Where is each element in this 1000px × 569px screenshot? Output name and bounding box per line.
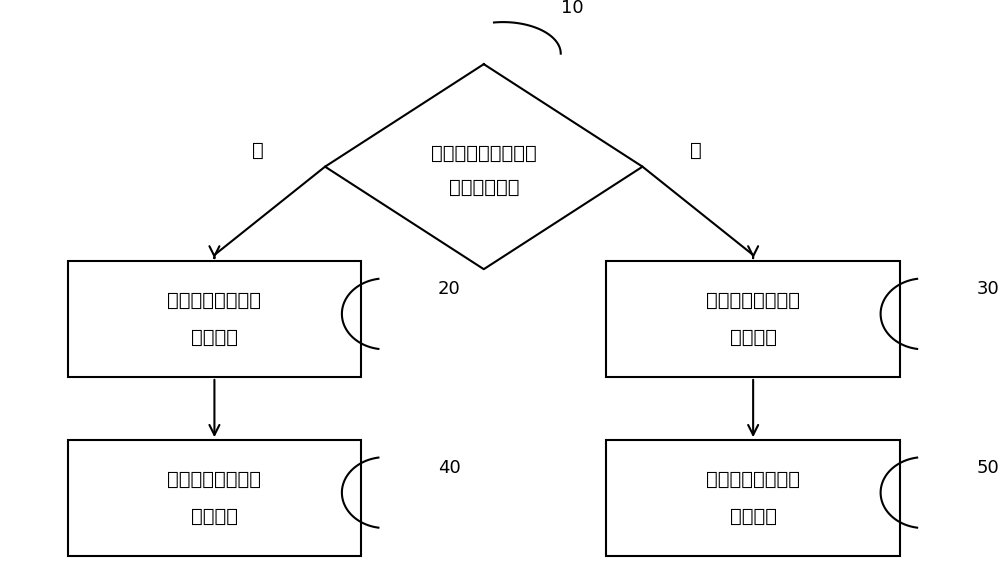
Text: 40: 40 — [438, 459, 461, 477]
Text: 否: 否 — [690, 142, 701, 160]
Text: 是否有一块电池组处: 是否有一块电池组处 — [431, 144, 537, 163]
Text: 于充电状态？: 于充电状态？ — [449, 178, 519, 197]
Text: 对电池组进行自动: 对电池组进行自动 — [167, 470, 261, 489]
Text: 充电状态: 充电状态 — [191, 328, 238, 347]
Text: 多块电池组均处于: 多块电池组均处于 — [167, 291, 261, 310]
Text: 20: 20 — [438, 280, 461, 298]
Text: 多块电池组均处于: 多块电池组均处于 — [706, 291, 800, 310]
Bar — [606, 440, 900, 556]
Text: 50: 50 — [977, 459, 1000, 477]
Text: 对电池组进行自动: 对电池组进行自动 — [706, 470, 800, 489]
Text: 切换放电: 切换放电 — [730, 507, 777, 526]
Text: 是: 是 — [252, 142, 264, 160]
Text: 放电状态: 放电状态 — [730, 328, 777, 347]
Text: 30: 30 — [977, 280, 1000, 298]
Bar — [68, 440, 361, 556]
Bar — [68, 261, 361, 377]
Text: 10: 10 — [561, 0, 583, 17]
Text: 切换充电: 切换充电 — [191, 507, 238, 526]
Bar — [606, 261, 900, 377]
